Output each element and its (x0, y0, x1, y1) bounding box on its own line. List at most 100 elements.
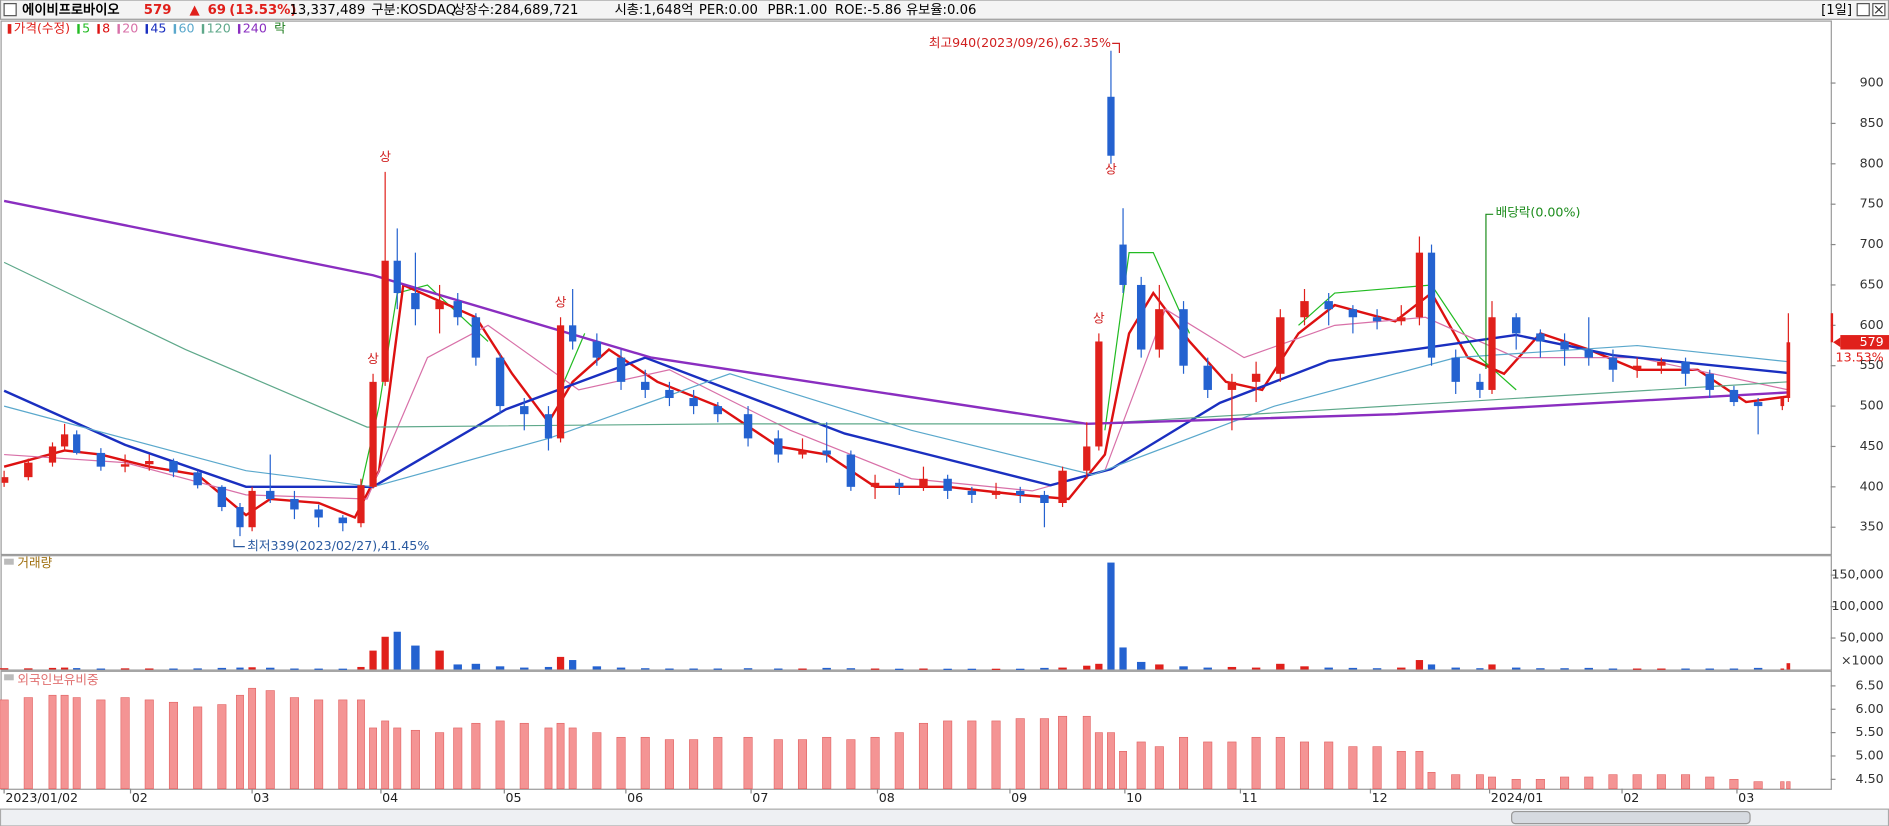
volume-bar (544, 666, 553, 670)
y-tick-label: 600 (1860, 317, 1884, 332)
volume-bar (1511, 667, 1521, 670)
foreign-bar (1488, 776, 1496, 789)
foreign-bar (1396, 750, 1406, 789)
volume-bar (1324, 667, 1333, 670)
candle-body (919, 478, 928, 487)
foreign-bar (1058, 715, 1068, 789)
y-tick-label: 100,000 (1831, 598, 1883, 613)
x-tick-label: 07 (752, 790, 768, 805)
foreign-bar (1275, 736, 1285, 789)
foreign-bar (96, 699, 106, 789)
candle-body (1300, 301, 1309, 318)
volume-bar (713, 668, 723, 670)
foreign-bar (568, 727, 577, 789)
panel-icon (4, 674, 14, 681)
legend-swatch (77, 24, 80, 34)
foreign-bar (1251, 736, 1261, 789)
foreign-bar (943, 720, 953, 789)
x-tick-label: 03 (253, 790, 269, 805)
max-button[interactable] (1856, 3, 1870, 17)
candle-body (1083, 446, 1091, 471)
foreign-bar (1584, 776, 1594, 789)
candle-body (1705, 373, 1714, 390)
candle-body (1584, 349, 1593, 358)
y-tick-label: 500 (1860, 398, 1884, 413)
candle-body (1179, 309, 1188, 366)
volume-bar (846, 668, 856, 670)
foreign-bar (1451, 774, 1461, 789)
x-tick-label: 02 (132, 790, 148, 805)
candle-body (943, 478, 952, 491)
foreign-bar (1535, 779, 1545, 789)
candle-body (393, 260, 401, 294)
volume-bar (1608, 668, 1618, 670)
foreign-bar (0, 699, 9, 789)
foreign-bar (381, 720, 390, 789)
candle-body (1476, 381, 1484, 390)
candle-body (248, 490, 256, 528)
legend-label: 240 (243, 20, 267, 35)
candle-body (774, 438, 783, 455)
foreign-bar (846, 739, 856, 789)
x-tick-label: 02 (1623, 790, 1639, 805)
candle-body (1227, 381, 1237, 390)
x-tick-label: 10 (1126, 790, 1142, 805)
foreign-bar (1608, 774, 1618, 789)
foreign-bar (338, 699, 348, 789)
candle-body (60, 434, 69, 447)
legend-label: 20 (122, 20, 138, 35)
foreign-bar (1780, 781, 1785, 789)
x-tick-label: 11 (1242, 790, 1258, 805)
period-button[interactable]: [1일] (1821, 2, 1852, 18)
y-tick-label: 650 (1860, 276, 1884, 291)
candle-body (266, 490, 275, 499)
foreign-bar (1324, 741, 1334, 789)
volume-bar (1107, 562, 1115, 670)
foreign-bar (72, 697, 81, 789)
candle-body (846, 454, 856, 487)
candle-body (743, 414, 753, 439)
volume-bar (435, 650, 444, 670)
volume-bar (1095, 663, 1103, 670)
volume-panel (0, 555, 1832, 671)
candle-body (1324, 301, 1333, 310)
candle-body (1632, 365, 1642, 370)
foreign-bar (1415, 750, 1424, 789)
foreign-bar (1119, 750, 1127, 789)
foreign-bar (1227, 741, 1237, 789)
candle-body (357, 485, 365, 524)
candle-body (556, 325, 565, 439)
legend-swatch (7, 24, 12, 34)
foreign-bar (369, 727, 377, 789)
ma-line (3, 333, 1789, 489)
candle-body (1451, 357, 1460, 382)
market: 구분:KOSDAQ (371, 3, 456, 18)
foreign-bar (1094, 732, 1103, 789)
volume-bar (1136, 661, 1146, 670)
x-tick-label: 2024/01 (1491, 790, 1543, 805)
candle-body (1203, 365, 1212, 390)
volume-bar (1705, 668, 1714, 670)
volume-bar (1203, 667, 1212, 670)
candle-body (1608, 357, 1618, 370)
x-tick-label: 03 (1738, 790, 1754, 805)
foreign-bar (689, 739, 699, 789)
volume-bar (1016, 668, 1025, 670)
candle-body (1372, 317, 1382, 322)
candle-body (193, 472, 202, 486)
volume-bar (393, 631, 401, 670)
change: 69 (208, 3, 226, 18)
foreign-bar (393, 727, 402, 789)
candle-body (236, 507, 244, 528)
foreign-bar (357, 699, 365, 789)
volume-bar (569, 660, 577, 670)
candle-body (1016, 490, 1025, 495)
candle-body (520, 406, 529, 415)
candle-body (48, 446, 57, 463)
foreign-bar (743, 736, 753, 789)
foreign-bar (453, 727, 463, 789)
foreign-bar (1299, 741, 1310, 789)
foreign-bar (1372, 746, 1382, 789)
volume-bar (1155, 664, 1164, 670)
scroll-thumb[interactable] (1511, 810, 1751, 825)
